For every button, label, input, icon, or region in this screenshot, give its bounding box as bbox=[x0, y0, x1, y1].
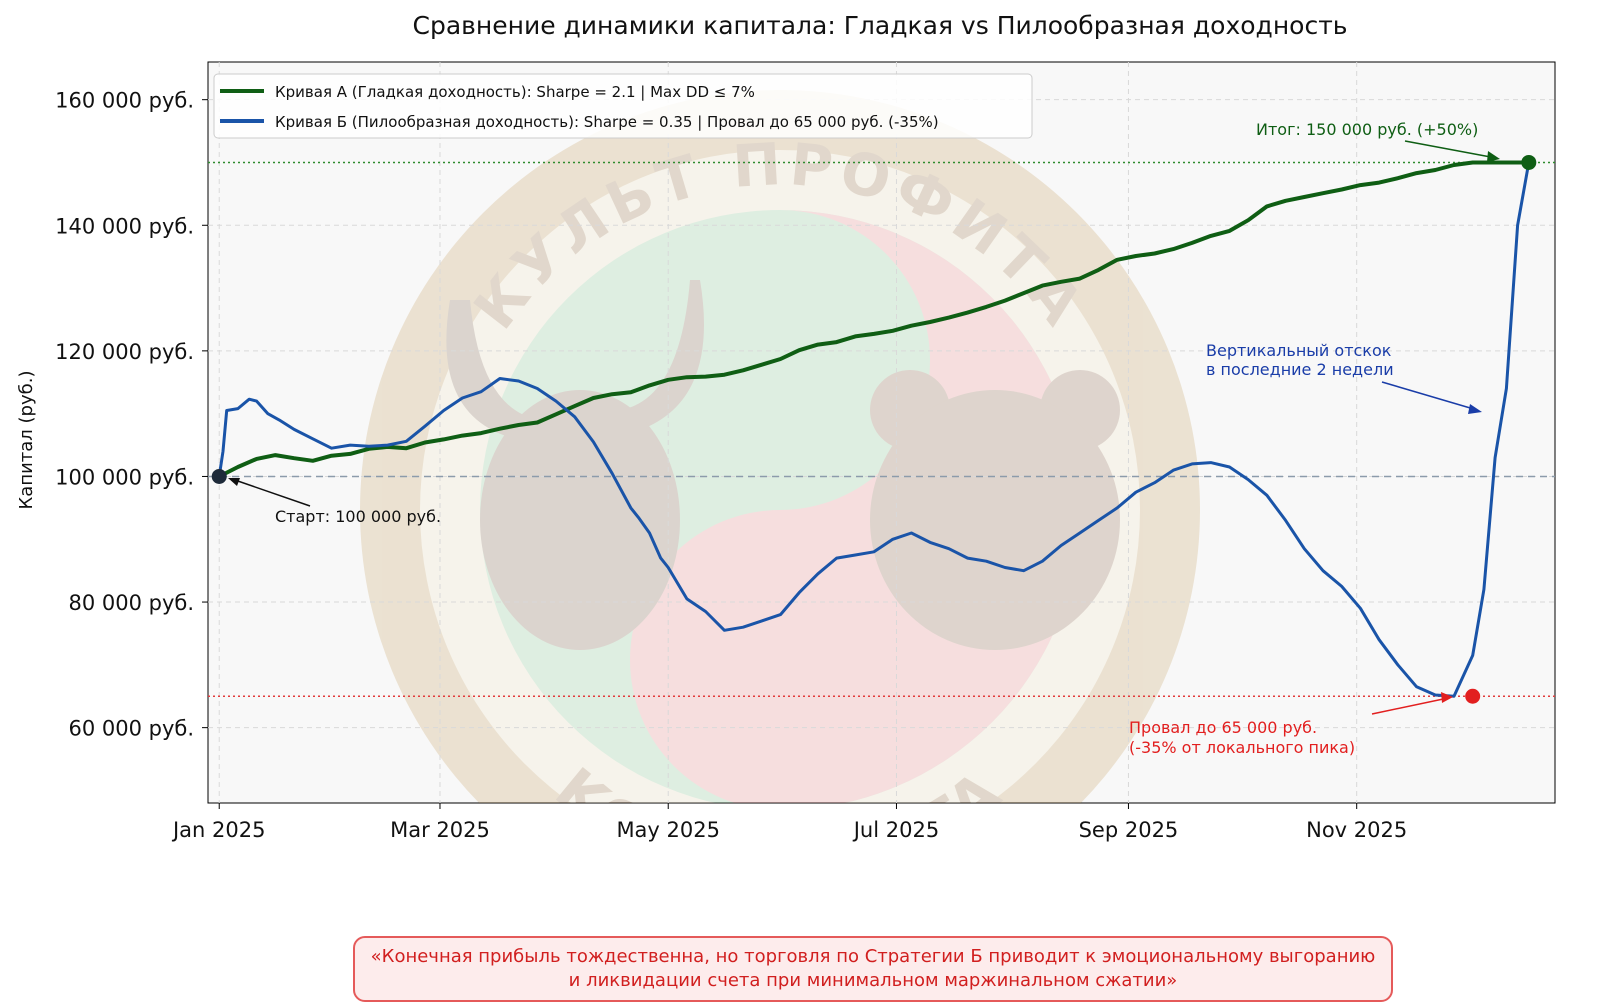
x-axis: Jan 2025 Mar 2025 May 2025 Jul 2025 Sep 2025… bbox=[171, 803, 1407, 842]
annotation-bounce: Вертикальный отскок в последние 2 недели bbox=[1206, 341, 1482, 414]
x-tick-label: Sep 2025 bbox=[1079, 818, 1179, 842]
annotation-start: Старт: 100 000 руб. bbox=[228, 478, 441, 526]
watermark-logo: КУЛЬТ ПРОФИТА KOLTPROFITA bbox=[360, 90, 1200, 803]
x-tick-label: Jan 2025 bbox=[171, 818, 266, 842]
reference-lines bbox=[208, 161, 1555, 697]
annotation-final-arrowhead bbox=[1487, 151, 1500, 162]
annotation-dip-arrow bbox=[1371, 697, 1449, 715]
y-tick-label: 80 000 руб. bbox=[68, 591, 194, 615]
footer-quote-box: «Конечная прибыль тождественна, но торго… bbox=[353, 936, 1393, 1002]
annotation-start-arrow bbox=[231, 478, 311, 507]
marker-point bbox=[1521, 154, 1537, 170]
legend-label-a: Кривая А (Гладкая доходность): Sharpe = … bbox=[275, 83, 755, 101]
y-tick-label: 120 000 руб. bbox=[55, 340, 194, 364]
x-tick-label: May 2025 bbox=[616, 818, 720, 842]
bear-head-icon bbox=[870, 370, 1120, 650]
chart-title: Сравнение динамики капитала: Гладкая vs … bbox=[413, 11, 1348, 40]
footer-quote-line-1: «Конечная прибыль тождественна, но торго… bbox=[370, 946, 1376, 967]
series-layer bbox=[217, 160, 1531, 698]
annotation-bounce-arrow bbox=[1381, 381, 1478, 411]
annotation-final-arrow bbox=[1404, 140, 1497, 159]
annotation-bounce-text-2: в последние 2 недели bbox=[1206, 360, 1394, 379]
annotation-start-text: Старт: 100 000 руб. bbox=[275, 507, 441, 526]
y-tick-label: 100 000 руб. bbox=[55, 465, 194, 489]
annotation-final-text: Итог: 150 000 руб. (+50%) bbox=[1256, 120, 1478, 139]
series-line-a bbox=[217, 160, 1531, 479]
x-tick-label: Nov 2025 bbox=[1306, 818, 1407, 842]
annotation-dip-text-1: Провал до 65 000 руб. bbox=[1129, 718, 1317, 737]
grid-lines bbox=[208, 62, 1555, 803]
marker-point bbox=[211, 468, 227, 484]
series-line-b bbox=[217, 161, 1531, 698]
y-tick-label: 60 000 руб. bbox=[68, 717, 194, 741]
x-tick-label: Jul 2025 bbox=[852, 818, 939, 842]
annotation-bounce-text-1: Вертикальный отскок bbox=[1206, 341, 1392, 360]
footer-quote-line-2: и ликвидации счета при минимальном маржи… bbox=[568, 970, 1178, 991]
y-tick-label: 140 000 руб. bbox=[55, 214, 194, 238]
annotation-bounce-arrowhead bbox=[1468, 404, 1482, 414]
annotation-final: Итог: 150 000 руб. (+50%) bbox=[1256, 120, 1500, 162]
marker-point bbox=[1465, 688, 1481, 704]
annotation-dip: Провал до 65 000 руб. (-35% от локальног… bbox=[1129, 692, 1453, 757]
annotation-dip-arrowhead bbox=[1441, 692, 1453, 703]
annotation-dip-text-2: (-35% от локального пика) bbox=[1129, 738, 1355, 757]
x-tick-label: Mar 2025 bbox=[390, 818, 490, 842]
plot-area bbox=[207, 61, 1556, 804]
y-axis: 60 000 руб. 80 000 руб. 100 000 руб. 120 00… bbox=[55, 89, 208, 741]
legend: Кривая А (Гладкая доходность): Sharpe = … bbox=[213, 73, 1033, 139]
y-tick-label: 160 000 руб. bbox=[55, 89, 194, 113]
legend-label-b: Кривая Б (Пилообразная доходность): Shar… bbox=[275, 113, 939, 131]
bull-head-icon bbox=[446, 280, 704, 650]
annotation-start-arrowhead bbox=[228, 478, 240, 486]
y-axis-label: Капитал (руб.) bbox=[16, 371, 37, 510]
